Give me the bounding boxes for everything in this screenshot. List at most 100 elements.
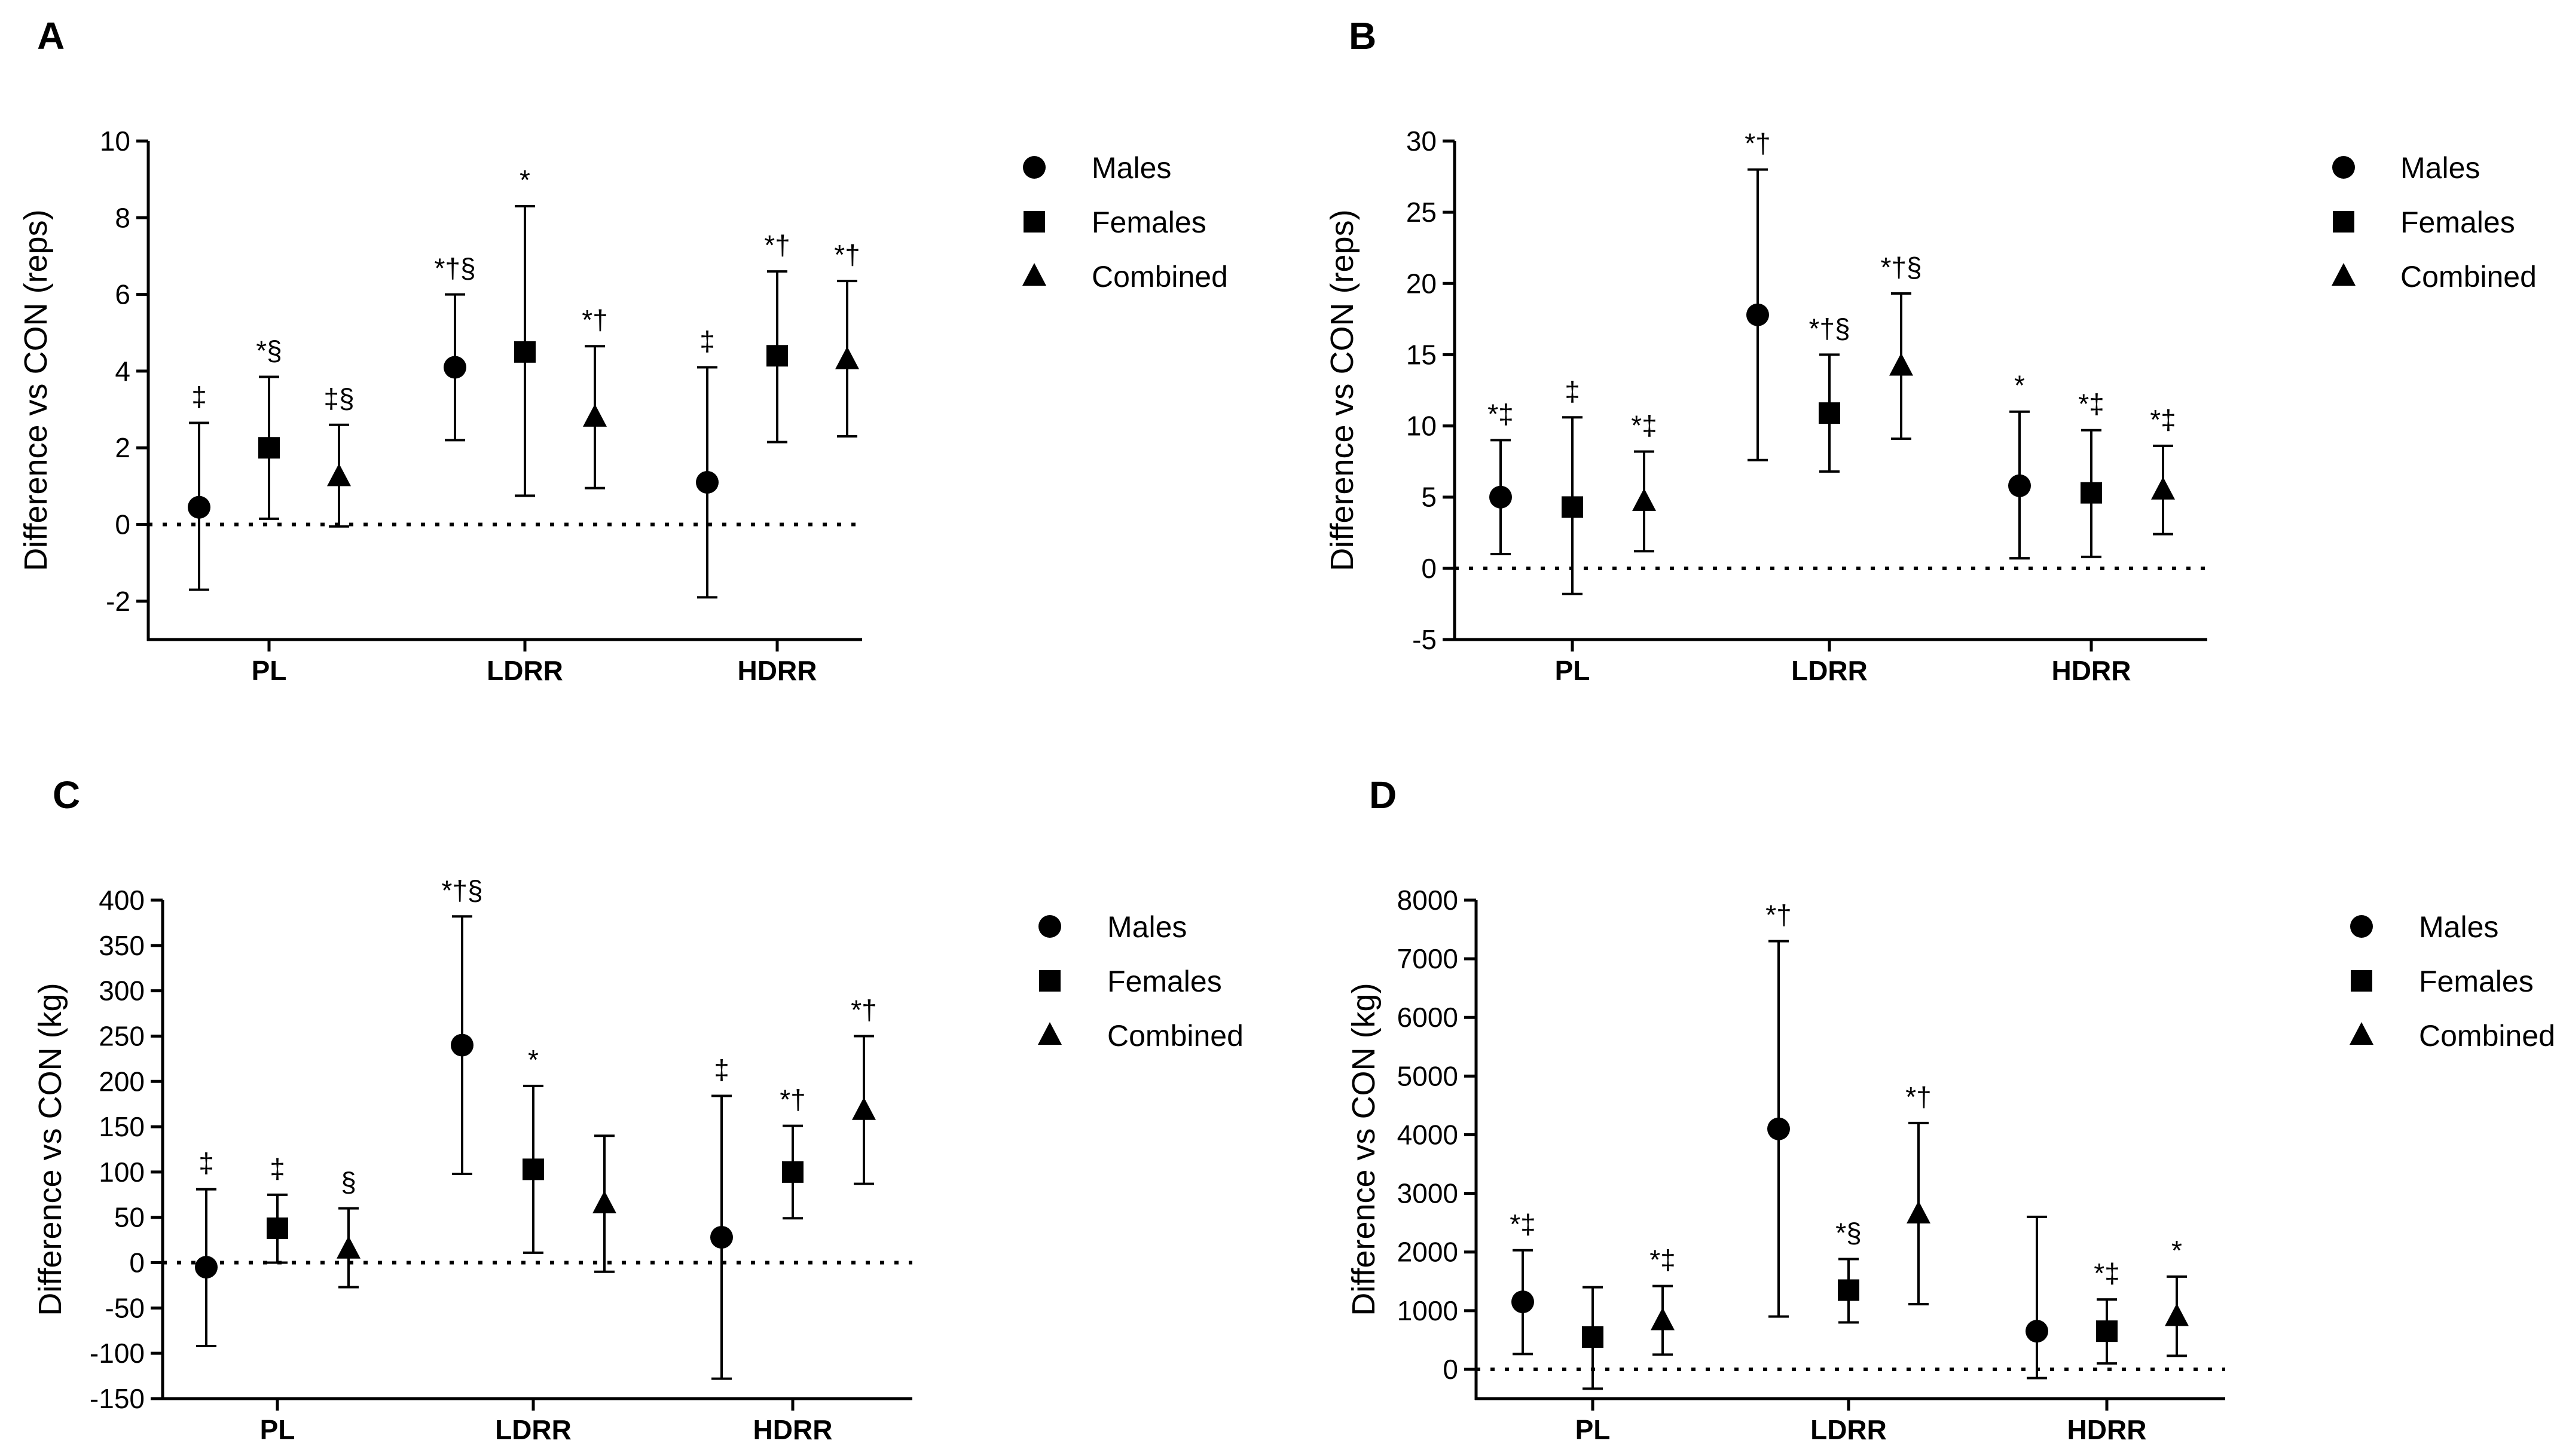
- significance-annotation: *‡: [1487, 398, 1513, 429]
- legend-marker-females: [1039, 970, 1061, 992]
- point-females-pl: [1582, 1326, 1603, 1348]
- y-tick-label: 1000: [1397, 1295, 1458, 1326]
- significance-annotation: *‡: [2078, 389, 2104, 420]
- significance-annotation: ‡: [699, 326, 715, 357]
- legend-marker-males: [1023, 156, 1046, 179]
- significance-annotation: *: [520, 164, 530, 195]
- significance-annotation: *‡: [1649, 1244, 1675, 1275]
- significance-annotation: *†§: [441, 874, 482, 906]
- point-males-pl: [195, 1256, 218, 1279]
- y-tick-label: 8: [115, 202, 130, 233]
- y-tick-label: -50: [105, 1292, 145, 1323]
- x-category-label: LDRR: [1810, 1414, 1887, 1445]
- point-females-pl: [267, 1217, 288, 1239]
- legend-marker-females: [2333, 211, 2354, 233]
- x-category-label: LDRR: [1791, 655, 1868, 686]
- point-males-ldrr: [451, 1033, 473, 1057]
- point-males-hdrr: [710, 1226, 733, 1249]
- y-tick-label: -2: [106, 586, 130, 617]
- significance-annotation: ‡: [714, 1054, 729, 1085]
- legend-marker-combined: [1038, 1022, 1062, 1045]
- y-tick-label: 5000: [1397, 1060, 1458, 1091]
- y-tick-label: 350: [99, 930, 145, 961]
- point-combined-hdrr: [2151, 476, 2175, 500]
- point-females-ldrr: [1819, 402, 1840, 424]
- chart-panel-a: A -2 0 2 4 6 8 10 Difference vs CON (reps) PL LDRR…: [18, 14, 1228, 686]
- point-females-pl: [258, 437, 280, 459]
- y-tick-label: 300: [99, 975, 145, 1007]
- point-females-ldrr: [514, 341, 536, 363]
- x-category-label: HDRR: [753, 1414, 833, 1445]
- significance-annotation: *†§: [1809, 313, 1850, 344]
- y-tick-label: 10: [100, 126, 130, 157]
- point-females-hdrr: [2081, 482, 2102, 504]
- significance-annotation: ‡: [191, 381, 207, 412]
- y-tick-label: 6: [115, 279, 130, 310]
- y-tick-label: -150: [90, 1383, 145, 1414]
- legend-label-males: Males: [1107, 910, 1187, 944]
- y-tick-label: 250: [99, 1020, 145, 1051]
- legend-marker-males: [1038, 915, 1061, 938]
- point-males-pl: [188, 495, 210, 519]
- x-category-label: HDRR: [738, 655, 817, 686]
- point-combined-pl: [327, 463, 351, 487]
- point-combined-pl: [1632, 488, 1656, 511]
- significance-annotation: *†: [582, 304, 607, 335]
- significance-annotation: *‡: [2150, 404, 2176, 435]
- point-females-hdrr: [2096, 1320, 2118, 1342]
- y-tick-label: 400: [99, 885, 145, 916]
- y-tick-label: 150: [99, 1111, 145, 1142]
- y-tick-label: 0: [115, 509, 130, 540]
- x-category-label: HDRR: [2067, 1414, 2147, 1445]
- point-combined-ldrr: [592, 1190, 616, 1213]
- point-combined-pl: [337, 1235, 361, 1259]
- y-tick-label: 30: [1406, 126, 1437, 157]
- legend-label-females: Females: [2400, 206, 2515, 239]
- significance-annotation: *§: [1835, 1217, 1861, 1248]
- significance-annotation: *§: [256, 335, 282, 366]
- y-axis-label: Difference vs CON (reps): [1324, 209, 1360, 571]
- point-combined-ldrr: [1907, 1200, 1930, 1223]
- y-tick-label: 2: [115, 432, 130, 463]
- significance-annotation: §: [341, 1167, 356, 1198]
- legend-label-females: Females: [1107, 965, 1222, 998]
- y-tick-label: -100: [90, 1338, 145, 1369]
- point-males-ldrr: [1767, 1117, 1790, 1140]
- panel-label: A: [37, 14, 65, 57]
- y-axis-label: Difference vs CON (reps): [18, 209, 54, 571]
- legend-marker-females: [2351, 970, 2372, 992]
- y-tick-label: 8000: [1397, 885, 1458, 916]
- chart-panel-b: B -5 0 5 10 15 20 25 30 Difference vs CON (reps) P…: [1324, 14, 2537, 686]
- y-tick-label: 6000: [1397, 1002, 1458, 1033]
- y-tick-label: 20: [1406, 268, 1437, 299]
- significance-annotation: *‡: [1510, 1209, 1535, 1240]
- legend-label-males: Males: [1092, 151, 1171, 185]
- significance-annotation: *†: [1905, 1081, 1931, 1112]
- panel-label: B: [1349, 14, 1376, 57]
- y-tick-label: 15: [1406, 339, 1437, 370]
- point-males-pl: [1511, 1290, 1534, 1314]
- point-males-ldrr: [444, 356, 466, 379]
- legend-label-combined: Combined: [2400, 260, 2537, 293]
- legend-marker-combined: [2350, 1022, 2373, 1045]
- y-tick-label: 200: [99, 1066, 145, 1097]
- point-females-hdrr: [782, 1161, 804, 1183]
- y-axis-label: Difference vs CON (kg): [1346, 983, 1382, 1316]
- significance-annotation: *†: [834, 239, 860, 270]
- point-combined-hdrr: [835, 346, 859, 369]
- x-category-label: LDRR: [495, 1414, 572, 1445]
- significance-annotation: *†§: [1880, 252, 1921, 283]
- legend-label-males: Males: [2419, 910, 2498, 944]
- point-combined-hdrr: [852, 1097, 876, 1120]
- legend-label-combined: Combined: [1092, 260, 1228, 293]
- significance-annotation: *†: [851, 994, 876, 1025]
- legend-marker-females: [1024, 211, 1045, 233]
- significance-annotation: *†: [1765, 900, 1791, 931]
- significance-annotation: *‡: [1631, 409, 1657, 441]
- point-males-ldrr: [1746, 303, 1769, 326]
- point-combined-pl: [1651, 1307, 1675, 1330]
- legend-label-females: Females: [1092, 206, 1206, 239]
- point-females-pl: [1562, 496, 1583, 518]
- significance-annotation: *†: [780, 1084, 805, 1115]
- y-tick-label: 0: [1443, 1354, 1458, 1385]
